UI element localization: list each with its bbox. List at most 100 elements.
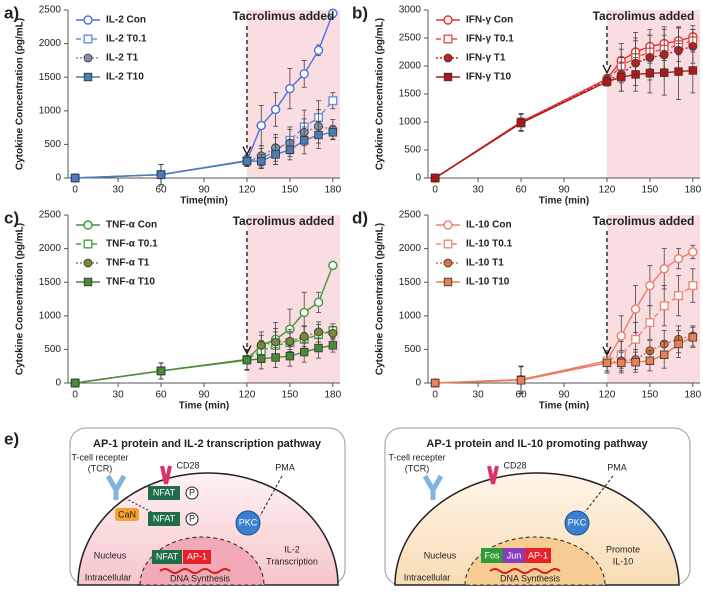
- label: PKC: [239, 517, 258, 527]
- label: DNA Synthesis: [500, 573, 561, 583]
- legend-label: IL-2 T1: [106, 53, 139, 64]
- protein: [115, 508, 139, 521]
- marker: [328, 260, 338, 271]
- label: PKC: [568, 517, 587, 527]
- x-tick-label: 120: [239, 185, 256, 196]
- marker: [314, 327, 323, 337]
- legend-label: IFN-γ T0.1: [466, 34, 514, 45]
- marker: [328, 96, 338, 106]
- marker: [257, 156, 266, 166]
- shaded-region: [606, 10, 700, 178]
- connector: [124, 497, 156, 515]
- protein: [481, 548, 503, 563]
- marker: [299, 69, 309, 79]
- marker: [660, 68, 669, 77]
- y-tick-label: 2500: [399, 210, 422, 221]
- marker: [673, 253, 684, 264]
- chart: 0 500 1000 1500 2000 2500 0 30 60 90 120 150 180 Time…: [4, 3, 342, 206]
- marker: [674, 339, 683, 349]
- cd28-icon: [487, 465, 499, 485]
- legend-label: IFN-γ Con: [466, 15, 513, 26]
- protein: [183, 550, 211, 564]
- marker: [328, 8, 338, 19]
- label: T-cell recepter: [388, 452, 445, 462]
- x-tick-label: 90: [198, 390, 210, 401]
- x-tick-label: 150: [282, 390, 299, 401]
- marker: [516, 376, 526, 385]
- y-tick-label: 2000: [39, 243, 62, 254]
- x-tick-label: 120: [239, 390, 256, 401]
- marker: [328, 128, 338, 137]
- marker: [660, 350, 669, 359]
- cell: [77, 472, 339, 586]
- legend-marker: [443, 277, 453, 287]
- marker: [242, 156, 252, 166]
- marker: [271, 337, 280, 347]
- connector: [584, 475, 614, 513]
- marker: [430, 378, 440, 388]
- marker: [631, 357, 640, 367]
- y-tick-label: 0: [55, 173, 61, 184]
- x-tick-label: 30: [113, 390, 125, 401]
- marker: [299, 332, 309, 342]
- x-tick-label: 0: [72, 390, 78, 401]
- y-tick-label: 3000: [399, 5, 422, 16]
- legend-marker: [443, 220, 453, 230]
- marker: [631, 70, 640, 79]
- x-tick-label: 60: [155, 185, 167, 196]
- label: NFAT: [153, 487, 176, 497]
- legend-marker: [83, 220, 93, 230]
- label: PMA: [275, 462, 295, 472]
- marker: [285, 336, 295, 346]
- marker: [313, 297, 324, 308]
- legend-label: IFN-γ T10: [466, 72, 511, 83]
- protein: [152, 550, 182, 564]
- marker: [300, 136, 309, 145]
- x-axis-label: Time (min): [179, 401, 229, 412]
- marker: [659, 301, 669, 311]
- y-tick-label: 1000: [399, 310, 422, 321]
- chart: 0 500 1000 1500 2000 2500 3000 0 30 60 90 120 150 180…: [352, 3, 702, 206]
- legend-label: IL-10 T1: [466, 258, 504, 269]
- label: AP-1: [187, 551, 207, 561]
- y-axis-label: Cytokine Concentration (pg/mL): [375, 223, 386, 375]
- marker: [270, 104, 281, 115]
- legend-marker: [83, 34, 93, 44]
- marker: [688, 247, 698, 257]
- protein: [148, 512, 180, 526]
- label: NFAT: [153, 513, 176, 523]
- phosphate: [185, 512, 199, 526]
- y-tick-label: 2500: [399, 33, 422, 44]
- x-tick-label: 0: [432, 185, 438, 196]
- legend-marker: [443, 53, 453, 63]
- marker: [602, 358, 612, 368]
- y-tick-label: 2000: [399, 61, 422, 72]
- legend-marker: [443, 15, 453, 25]
- legend-marker: [83, 277, 93, 287]
- annotation: Tacrolimus added: [233, 9, 335, 23]
- tcr-icon: [422, 474, 444, 500]
- x-tick-label: 60: [515, 390, 527, 401]
- legend-label: TNF-α T1: [106, 258, 150, 269]
- y-tick-label: 2500: [39, 5, 62, 16]
- y-tick-label: 500: [44, 139, 61, 150]
- panel-label: e): [4, 429, 19, 448]
- x-axis-label: Time (min): [539, 401, 589, 412]
- arrow-head: [602, 346, 612, 357]
- cd28-icon: [160, 465, 172, 485]
- marker: [659, 264, 669, 274]
- label: CaN: [118, 509, 136, 519]
- x-tick-label: 90: [198, 185, 210, 196]
- dna: [489, 568, 561, 574]
- label: NFAT: [156, 551, 179, 561]
- legend-marker: [83, 239, 93, 249]
- legend-label: TNF-α T10: [106, 277, 155, 288]
- annotation: Tacrolimus added: [593, 214, 695, 228]
- panel-label: d): [352, 208, 368, 227]
- y-tick-label: 2000: [39, 38, 62, 49]
- marker: [630, 304, 641, 314]
- label: PMA: [607, 462, 627, 472]
- panel-label: a): [4, 3, 19, 22]
- legend-marker: [83, 72, 93, 82]
